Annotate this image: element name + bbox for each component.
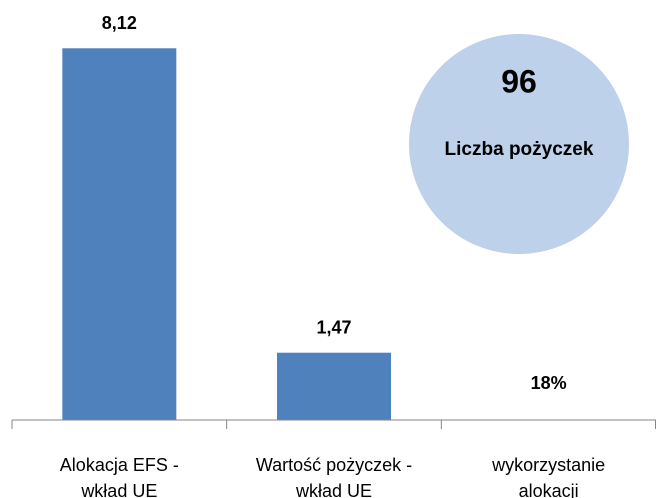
- callout-value: 96: [501, 63, 537, 99]
- annotation: 18%: [531, 373, 567, 393]
- value-label: 1,47: [316, 317, 351, 337]
- x-tick-label: wykorzystanie alokacji: [492, 455, 606, 498]
- bar: [277, 352, 391, 420]
- value-label: 8,12: [102, 13, 137, 33]
- bar: [62, 48, 177, 420]
- callout-bubble: [409, 34, 629, 254]
- callout-label: Liczba pożyczek: [445, 139, 594, 160]
- x-tick-label: Wartość pożyczek - wkład UE: [255, 455, 413, 498]
- x-tick-label: Alokacja EFS - wkład UE: [59, 455, 179, 498]
